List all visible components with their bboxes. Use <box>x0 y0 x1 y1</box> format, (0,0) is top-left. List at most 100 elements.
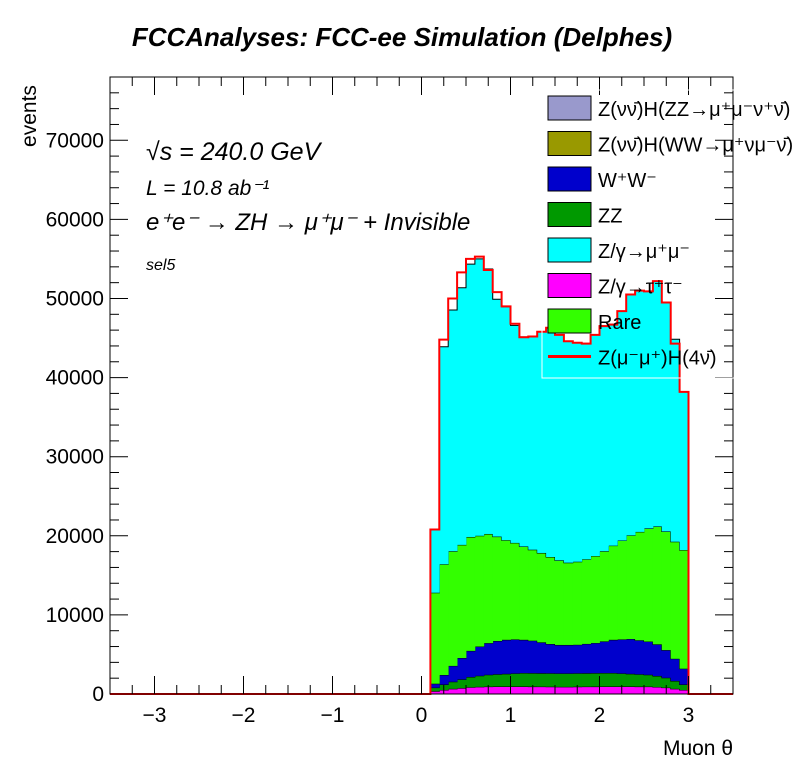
bar <box>581 559 591 644</box>
x-tick-label: −3 <box>143 704 167 727</box>
bar <box>679 690 689 694</box>
bar <box>555 686 565 694</box>
legend-swatch <box>547 131 592 156</box>
x-tick-label: 2 <box>594 704 606 727</box>
bar <box>644 291 654 529</box>
bar <box>572 342 583 562</box>
bar <box>608 673 618 687</box>
bar <box>599 641 609 674</box>
bar <box>466 650 476 677</box>
energy-annotation: √s = 240.0 GeV <box>146 138 323 166</box>
bar <box>635 531 645 641</box>
x-tick-label: 3 <box>683 704 695 727</box>
bar <box>546 686 556 694</box>
legend-swatch <box>547 166 592 192</box>
legend-label: Z(μ⁻μ⁺)H(4ν̄) <box>598 348 717 370</box>
y-tick-label: 10000 <box>46 604 104 627</box>
bar <box>679 391 689 551</box>
legend-swatch <box>547 95 592 121</box>
bar <box>519 336 529 547</box>
bar <box>555 673 565 687</box>
bar <box>590 556 600 644</box>
signal-histogram <box>110 255 733 695</box>
bar <box>466 676 476 688</box>
bar <box>563 562 574 645</box>
bar <box>670 541 680 659</box>
bar <box>599 673 609 687</box>
bar <box>563 686 574 694</box>
bar <box>581 686 591 694</box>
bar <box>644 674 654 687</box>
bar <box>626 673 636 687</box>
legend-label: Z/γ→μ⁺μ⁻ <box>598 241 690 263</box>
bar <box>679 684 689 691</box>
y-tick-label: 60000 <box>46 208 104 231</box>
bar <box>572 673 583 687</box>
bar <box>555 334 565 561</box>
legend: Z(νν̄)H(ZZ→μ⁺μ⁻ν⁺ν̄) Z(νν̄)H(WW→μ⁺νμ⁻ν̄) W… <box>541 89 796 379</box>
bar <box>483 533 494 644</box>
bar <box>652 675 663 688</box>
bar <box>652 687 663 694</box>
bar <box>635 290 645 532</box>
bar <box>474 646 485 676</box>
legend-label: Z/γ→τ⁺τ⁻ <box>598 277 683 299</box>
x-tick-label: 0 <box>416 704 428 727</box>
y-tick-label: 40000 <box>46 367 104 390</box>
bar <box>617 540 627 640</box>
legend-label: Z(νν̄)H(ZZ→μ⁺μ⁻ν⁺ν̄) <box>598 99 790 121</box>
bar <box>501 639 511 674</box>
bar <box>474 686 485 694</box>
bar <box>644 686 654 694</box>
bar <box>670 658 680 681</box>
bar <box>501 306 511 541</box>
bar <box>483 674 494 687</box>
bar <box>430 691 440 694</box>
bar <box>670 688 680 694</box>
bar <box>510 639 520 674</box>
bar <box>537 673 547 687</box>
bar <box>528 673 538 687</box>
bar <box>483 643 494 675</box>
bar <box>483 268 494 534</box>
annotation-block: √s = 240.0 GeV L = 10.8 ab⁻¹ e⁺e⁻ → ZH →… <box>146 138 470 274</box>
bar <box>563 341 574 563</box>
chart-title: FCCAnalyses: FCC-ee Simulation (Delphes) <box>132 22 672 52</box>
bar <box>448 309 458 552</box>
y-tick-label: 30000 <box>46 446 104 469</box>
bar <box>457 679 467 689</box>
bar <box>528 336 538 550</box>
bar <box>537 686 547 694</box>
bar <box>439 346 449 565</box>
bar <box>635 674 645 687</box>
legend-swatch <box>547 308 592 334</box>
bar <box>546 327 556 557</box>
bar <box>590 643 600 674</box>
y-tick-label: 50000 <box>46 287 104 310</box>
bar <box>661 677 672 688</box>
bar <box>430 687 440 692</box>
bar <box>466 536 476 651</box>
legend-box <box>541 89 796 379</box>
bar <box>528 549 538 641</box>
bar <box>466 264 476 537</box>
x-tick-label: −1 <box>321 704 345 727</box>
bar <box>661 302 672 532</box>
bar <box>670 680 680 689</box>
bar <box>546 673 556 687</box>
bar <box>599 551 609 642</box>
bar <box>457 544 467 659</box>
bar <box>679 668 689 685</box>
bar <box>492 686 502 694</box>
bar <box>501 540 511 640</box>
bar <box>563 673 574 687</box>
bar <box>546 556 556 645</box>
x-tick-label: 1 <box>505 704 517 727</box>
bar <box>652 281 663 527</box>
y-tick-label: 20000 <box>46 525 104 548</box>
bar <box>448 681 458 689</box>
bar <box>581 673 591 687</box>
bar <box>537 642 547 674</box>
luminosity-annotation: L = 10.8 ab⁻¹ <box>146 177 269 200</box>
